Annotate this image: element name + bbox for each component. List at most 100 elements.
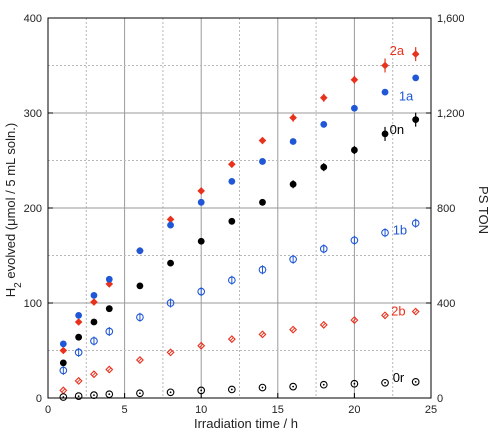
data-point — [381, 130, 389, 138]
data-point — [59, 346, 68, 355]
data-point — [166, 348, 175, 357]
data-point-inner — [260, 332, 265, 337]
data-point — [105, 390, 114, 399]
data-point-inner — [230, 388, 233, 391]
data-point — [197, 386, 206, 395]
x-tick-label: 0 — [45, 404, 51, 416]
data-point-inner — [199, 343, 204, 348]
x-tick-label: 10 — [195, 404, 207, 416]
y2-axis-label: PS TON — [476, 186, 488, 234]
data-point-inner — [292, 385, 295, 388]
data-point — [289, 325, 298, 334]
data-point — [351, 146, 358, 154]
data-point — [105, 275, 113, 283]
series-label-0r: 0r — [393, 370, 405, 385]
data-point-inner — [139, 392, 141, 395]
y-tick-label: 0 — [36, 393, 42, 405]
data-point — [411, 50, 420, 58]
data-point — [74, 318, 83, 326]
data-point — [411, 378, 420, 386]
data-point — [320, 163, 328, 171]
data-point — [320, 121, 328, 128]
data-point — [319, 320, 328, 329]
data-point — [136, 389, 144, 398]
data-marks — [59, 47, 420, 401]
data-point-inner — [384, 381, 386, 384]
data-point — [197, 237, 205, 245]
data-point — [59, 359, 67, 367]
data-point — [381, 61, 389, 70]
data-point-inner — [108, 393, 111, 396]
data-point — [89, 370, 98, 379]
data-point — [197, 341, 206, 350]
y2-tick-label: 1,600 — [437, 13, 465, 25]
data-point — [167, 221, 174, 229]
data-point — [228, 217, 236, 225]
data-point — [381, 378, 389, 387]
x-tick-label: 5 — [122, 404, 128, 416]
data-point — [166, 215, 175, 224]
data-point — [197, 198, 205, 206]
data-point — [105, 365, 114, 374]
data-point-inner — [413, 309, 418, 314]
data-point — [105, 280, 114, 288]
y-tick-label: 300 — [24, 108, 42, 120]
data-point — [412, 74, 420, 82]
data-point-inner — [261, 386, 264, 389]
data-point — [90, 292, 98, 299]
data-point — [412, 116, 420, 124]
data-point — [74, 392, 83, 400]
data-point — [90, 298, 98, 306]
x-tick-label: 20 — [348, 404, 360, 416]
data-point-inner — [107, 367, 112, 372]
data-point — [59, 340, 67, 348]
data-point — [350, 379, 359, 388]
y2-tick-label: 1,200 — [437, 108, 465, 120]
y2-tick-label: 800 — [437, 203, 455, 215]
data-point — [227, 385, 236, 394]
data-point — [258, 136, 267, 145]
series-label-2b: 2b — [391, 303, 405, 318]
data-point — [350, 75, 359, 84]
series-label-0n: 0n — [390, 122, 404, 137]
data-point-inner — [352, 318, 357, 323]
series-label-2a: 2a — [390, 43, 405, 58]
data-point — [227, 335, 236, 344]
grid — [48, 18, 431, 398]
data-point-inner — [138, 358, 142, 362]
data-point-inner — [61, 388, 66, 393]
y-tick-label: 100 — [24, 298, 42, 310]
data-point-inner — [353, 382, 356, 385]
data-point — [228, 178, 236, 185]
data-point-inner — [229, 337, 234, 342]
data-point — [258, 330, 267, 339]
y-tick-label: 400 — [24, 13, 42, 25]
data-point-inner — [291, 327, 296, 332]
data-point — [319, 94, 328, 102]
data-point-inner — [383, 313, 387, 318]
y-axis-label-prefix: H — [3, 288, 18, 297]
data-point — [350, 316, 359, 325]
data-point — [90, 318, 98, 326]
data-point-inner — [200, 389, 203, 392]
y2-tick-label: 0 — [437, 393, 443, 405]
data-point-inner — [322, 383, 325, 386]
series-label-1a: 1a — [399, 89, 414, 104]
data-point-inner — [92, 372, 96, 377]
data-point-inner — [93, 394, 95, 397]
data-point — [258, 383, 267, 392]
data-point-inner — [169, 391, 172, 394]
data-point-inner — [62, 396, 65, 398]
x-axis-label: Irradiation time / h — [194, 416, 298, 431]
data-point-inner — [77, 395, 80, 397]
y-axis-label-subscript: 2 — [13, 282, 24, 288]
y2-tick-label: 400 — [437, 298, 455, 310]
series-label-1b: 1b — [393, 223, 407, 238]
y-axis-label-suffix: evolved (μmol / 5 mL soln.) — [3, 123, 18, 282]
data-point — [59, 393, 68, 401]
data-point — [228, 160, 236, 169]
data-point — [289, 113, 297, 122]
data-point — [136, 282, 144, 290]
